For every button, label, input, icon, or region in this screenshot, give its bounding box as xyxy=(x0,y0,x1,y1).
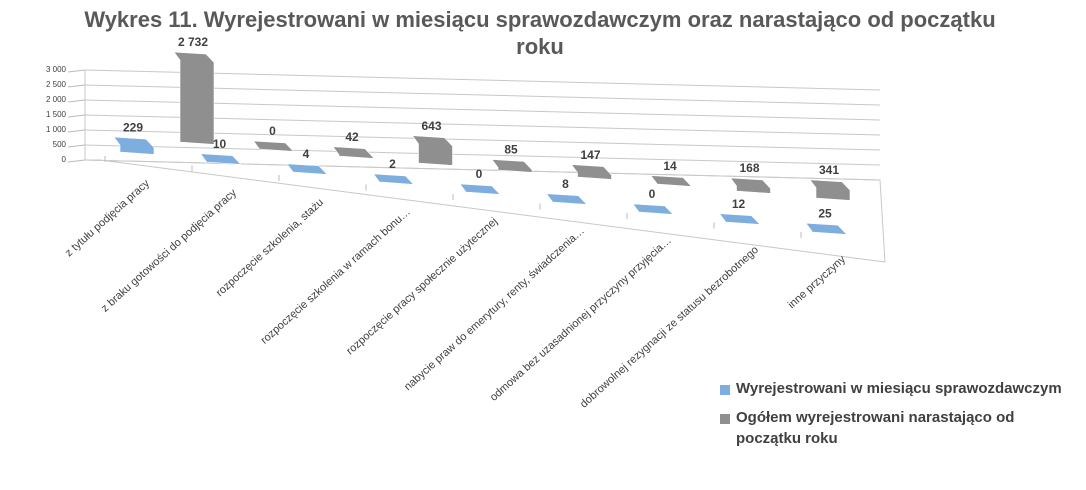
data-label: 10 xyxy=(213,137,227,151)
bar xyxy=(459,183,501,195)
data-label: 0 xyxy=(476,167,483,181)
data-label: 14 xyxy=(663,159,677,173)
x-tick-label: rozpoczęcie szkolenia, stażu xyxy=(214,196,326,299)
y-tick xyxy=(67,129,86,133)
grid-line xyxy=(84,69,881,91)
y-tick-label: 2 000 xyxy=(46,95,67,104)
grid-line xyxy=(84,114,881,136)
bar xyxy=(113,136,155,155)
y-tick-label: 1 000 xyxy=(46,125,67,134)
x-tick-label: inne przyczyny xyxy=(786,253,848,311)
data-label: 8 xyxy=(562,177,569,191)
data-label: 85 xyxy=(504,143,518,157)
bar xyxy=(809,179,851,201)
grid-line xyxy=(84,144,881,166)
y-tick xyxy=(67,144,86,148)
y-tick xyxy=(67,114,86,118)
data-label: 25 xyxy=(818,206,832,220)
data-label: 341 xyxy=(819,163,839,177)
grid-line xyxy=(84,84,881,106)
bar xyxy=(729,177,771,194)
bar xyxy=(545,193,587,205)
y-tick xyxy=(67,159,86,163)
data-label: 2 732 xyxy=(178,35,208,49)
legend-swatch xyxy=(720,385,730,395)
bar xyxy=(570,164,612,180)
y-tick-label: 2 500 xyxy=(46,80,67,89)
legend-swatch xyxy=(720,414,730,424)
bar xyxy=(173,51,215,145)
legend-item: Ogółem wyrejestrowani narastająco od poc… xyxy=(720,407,1080,449)
x-tick-label: odmowa bez uzasadnionej przyczyny przyję… xyxy=(488,234,674,403)
x-tick-label: z tytułu podjęcia pracy xyxy=(63,177,152,259)
data-label: 643 xyxy=(421,119,441,133)
data-label: 4 xyxy=(303,147,310,161)
data-label: 2 xyxy=(389,157,396,171)
data-label: 168 xyxy=(739,161,759,175)
legend-item: Wyrejestrowani w miesiącu sprawozdawczym xyxy=(720,378,1080,399)
grid-line xyxy=(84,129,881,151)
bar xyxy=(199,153,241,165)
legend-label: Wyrejestrowani w miesiącu sprawozdawczym xyxy=(736,380,1062,397)
bar xyxy=(632,203,674,215)
grid-line xyxy=(84,159,881,181)
y-tick-label: 3 000 xyxy=(46,65,67,74)
data-label: 12 xyxy=(732,197,746,211)
bar xyxy=(372,173,414,185)
y-tick-label: 500 xyxy=(53,140,67,149)
y-tick-label: 0 xyxy=(62,155,67,164)
x-tick-label: rozpoczęcie szkolenia w ramach bonu… xyxy=(259,206,413,347)
bar xyxy=(411,135,453,166)
bar xyxy=(805,222,847,235)
legend-label: Ogółem wyrejestrowani narastająco od poc… xyxy=(736,409,1015,447)
bar xyxy=(718,213,760,225)
x-tick-label: rozpoczęcie pracy społecznie użytecznej xyxy=(344,215,500,357)
legend: Wyrejestrowani w miesiącu sprawozdawczym… xyxy=(720,378,1080,457)
data-label: 147 xyxy=(580,148,600,162)
grid-line xyxy=(84,99,881,121)
bar xyxy=(286,163,328,175)
data-label: 42 xyxy=(345,130,359,144)
y-tick xyxy=(67,69,86,73)
y-tick xyxy=(67,99,86,103)
data-label: 0 xyxy=(649,187,656,201)
chart-title: Wykres 11. Wyrejestrowani w miesiącu spr… xyxy=(84,7,996,59)
bar xyxy=(650,175,692,187)
bar xyxy=(252,140,295,152)
y-tick-label: 1 500 xyxy=(46,110,67,119)
y-tick xyxy=(67,84,86,88)
bar xyxy=(491,159,533,173)
bar xyxy=(332,146,374,159)
data-label: 229 xyxy=(123,120,143,134)
data-label: 0 xyxy=(269,124,276,138)
x-tick-label: nabycie praw do emerytury, renty, świadc… xyxy=(402,225,587,393)
